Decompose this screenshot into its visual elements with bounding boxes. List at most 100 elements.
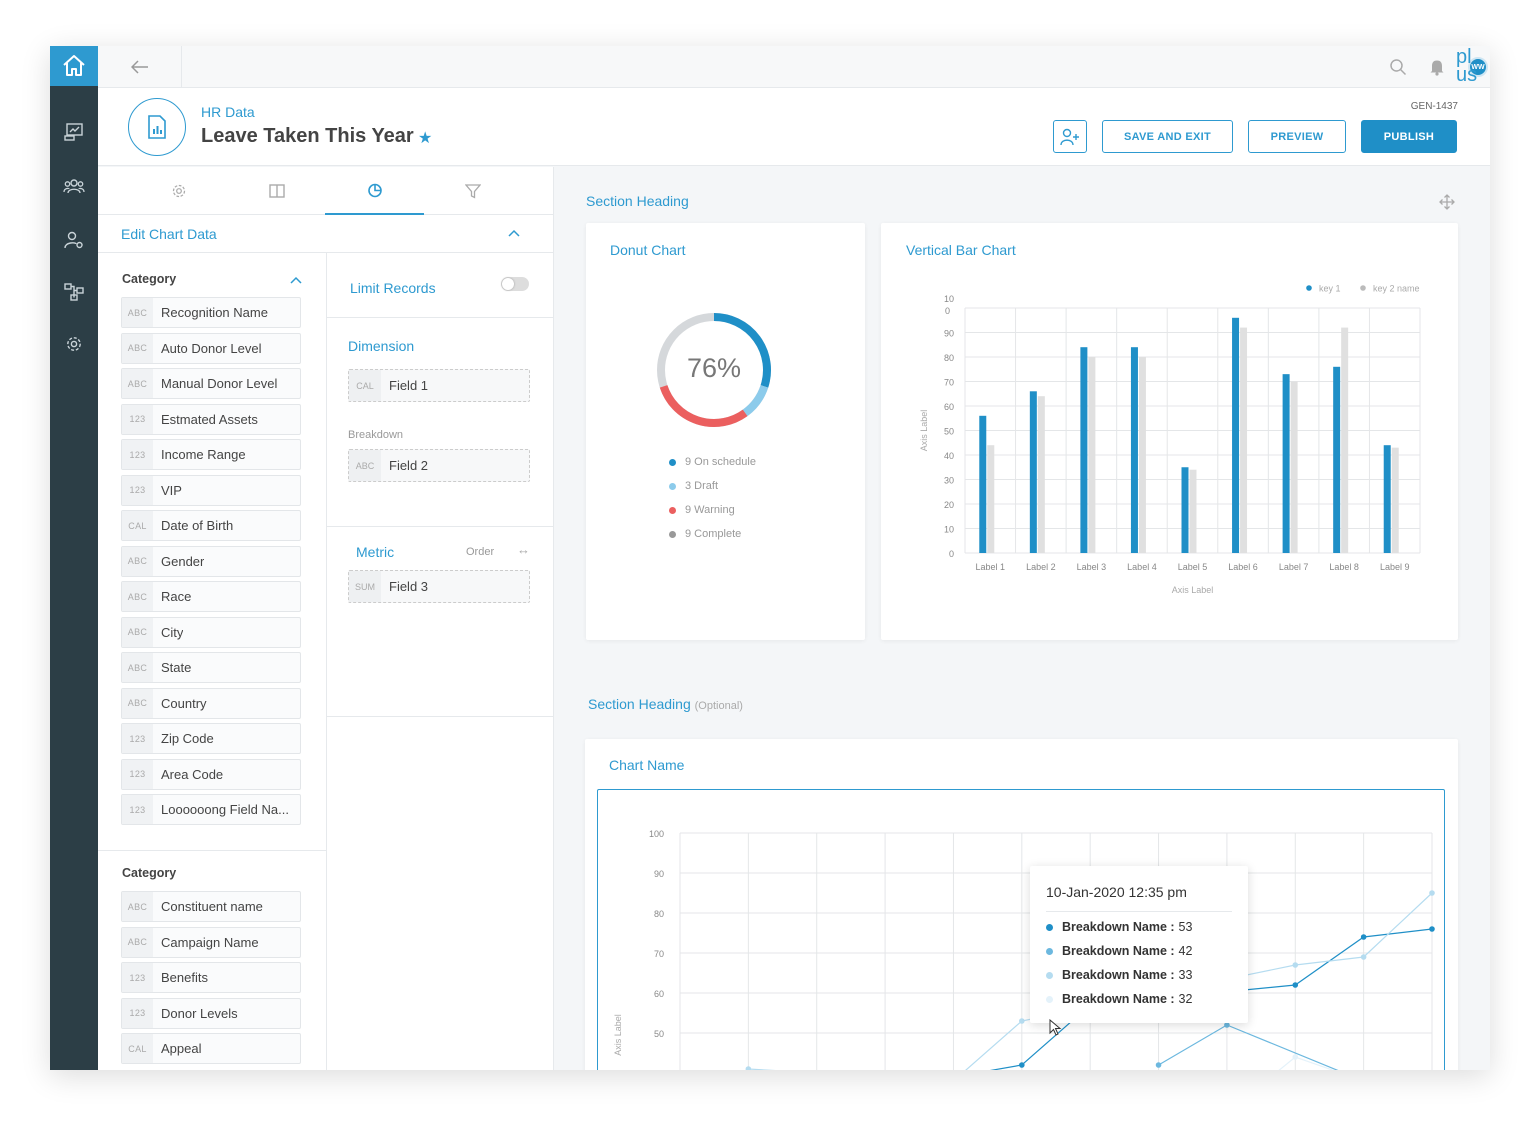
tooltip-label: Breakdown Name :: [1062, 920, 1175, 934]
line-point[interactable]: [1224, 1022, 1230, 1028]
bar-key2-7[interactable]: [1290, 381, 1298, 554]
category-field[interactable]: ABC Recognition Name: [121, 297, 301, 328]
user-settings-nav[interactable]: [62, 228, 86, 252]
category-field[interactable]: 123 Donor Levels: [121, 997, 301, 1029]
field-type-badge: ABC: [122, 369, 153, 398]
notifications-button[interactable]: [1425, 55, 1449, 79]
category-field[interactable]: 123 VIP: [121, 474, 301, 506]
home-button[interactable]: [50, 46, 98, 86]
category-field[interactable]: 123 Loooooong Field Na...: [121, 794, 301, 825]
category-field[interactable]: 123 Benefits: [121, 962, 301, 993]
line-point[interactable]: [1429, 890, 1435, 896]
line-series-2[interactable]: [1158, 1024, 1364, 1070]
y-tick-label: 50: [944, 427, 954, 437]
line-point[interactable]: [1292, 962, 1299, 968]
breakdown-dropzone[interactable]: ABC Field 2: [348, 449, 530, 482]
user-avatar[interactable]: WW: [1466, 55, 1490, 79]
tab-settings[interactable]: [129, 167, 228, 215]
field-name: Country: [161, 695, 207, 711]
tooltip-value: 42: [1178, 944, 1193, 958]
category-field[interactable]: ABC Campaign Name: [121, 926, 301, 958]
bar-key1-6[interactable]: [1232, 317, 1240, 553]
legend-dot: [1306, 285, 1312, 291]
settings-nav[interactable]: [62, 332, 86, 356]
category-field[interactable]: CAL Appeal: [121, 1033, 301, 1064]
save-and-exit-button[interactable]: SAVE AND EXIT: [1102, 120, 1233, 153]
metric-dropzone[interactable]: SUM Field 3: [348, 570, 530, 603]
field-type-badge: ABC: [122, 582, 153, 611]
donut-slice-on-schedule[interactable]: [713, 313, 771, 388]
dimension-metric-column: Limit Records Dimension CAL Field 1 Brea…: [327, 253, 554, 1070]
category-field[interactable]: 123 Estmated Assets: [121, 403, 301, 435]
bar-key1-5[interactable]: [1181, 467, 1189, 553]
divider: [327, 526, 554, 527]
category-field[interactable]: 123 Area Code: [121, 758, 301, 790]
category-field[interactable]: 123 Income Range: [121, 439, 301, 470]
tab-layout[interactable]: [227, 167, 326, 215]
category-field[interactable]: ABC Race: [121, 581, 301, 612]
line-point[interactable]: [1155, 1062, 1162, 1068]
reports-nav[interactable]: [62, 120, 86, 144]
tab-chart-data[interactable]: [325, 167, 424, 215]
hierarchy-nav[interactable]: [62, 280, 86, 304]
bar-key1-2[interactable]: [1029, 391, 1037, 553]
bar-key1-3[interactable]: [1080, 347, 1088, 553]
category-field[interactable]: ABC Constituent name: [121, 891, 301, 922]
edit-chart-data-header[interactable]: Edit Chart Data: [98, 215, 554, 253]
bar-key1-7[interactable]: [1282, 374, 1290, 553]
bar-key1-4[interactable]: [1130, 347, 1138, 553]
add-user-button[interactable]: [1053, 120, 1087, 153]
category-field[interactable]: 123 Zip Code: [121, 723, 301, 754]
bar-key2-4[interactable]: [1138, 357, 1146, 553]
line-point[interactable]: [1019, 1018, 1025, 1024]
line-point[interactable]: [1360, 954, 1367, 960]
donut-slice-warning[interactable]: [659, 385, 748, 427]
favorite-star-icon[interactable]: ★: [418, 130, 433, 147]
category-field[interactable]: ABC State: [121, 652, 301, 683]
move-handle-icon[interactable]: [1439, 194, 1455, 210]
bar-key2-2[interactable]: [1037, 396, 1045, 553]
limit-records-toggle[interactable]: [501, 277, 529, 291]
category-field[interactable]: ABC Country: [121, 687, 301, 719]
line-chart[interactable]: 50 60 70 80 90 100 Axis Label: [598, 790, 1444, 1070]
bar-key2-3[interactable]: [1088, 357, 1096, 553]
bar-key1-8[interactable]: [1333, 366, 1341, 553]
back-button[interactable]: [98, 46, 182, 88]
bar-key1-1[interactable]: [979, 415, 987, 553]
legend-dot: [669, 530, 676, 538]
chart-title: Vertical Bar Chart: [906, 242, 1016, 258]
swap-arrows-icon[interactable]: ↔: [517, 542, 530, 557]
bar-key2-8[interactable]: [1341, 327, 1349, 553]
line-point[interactable]: [1429, 926, 1435, 932]
line-point[interactable]: [1019, 1062, 1025, 1068]
bar-key1-9[interactable]: [1383, 445, 1391, 553]
line-point[interactable]: [1292, 1054, 1299, 1060]
line-point[interactable]: [1292, 982, 1299, 988]
donut-slice-draft[interactable]: [742, 384, 769, 417]
category-field[interactable]: ABC Manual Donor Level: [121, 368, 301, 399]
publish-button[interactable]: PUBLISH: [1361, 120, 1457, 153]
chevron-up-icon[interactable]: [508, 229, 520, 237]
category-field[interactable]: CAL Date of Birth: [121, 510, 301, 541]
preview-button[interactable]: PREVIEW: [1248, 120, 1346, 153]
bar-key2-6[interactable]: [1240, 327, 1248, 553]
bar-key2-1[interactable]: [987, 445, 995, 553]
legend-dot: [669, 458, 676, 466]
category-field[interactable]: ABC Gender: [121, 545, 301, 577]
category-field[interactable]: ABC City: [121, 616, 301, 648]
category-field[interactable]: ABC Auto Donor Level: [121, 332, 301, 364]
tab-filter[interactable]: [423, 167, 522, 215]
search-button[interactable]: [1386, 55, 1410, 79]
mouse-cursor-icon: [1049, 1019, 1062, 1036]
chevron-up-icon[interactable]: [290, 276, 302, 284]
bar-key2-5[interactable]: [1189, 469, 1197, 553]
line-chart-frame[interactable]: 50 60 70 80 90 100 Axis Label 10-Jan-2020 12:3…: [597, 789, 1445, 1070]
bar-key2-9[interactable]: [1391, 447, 1399, 553]
people-nav[interactable]: [62, 174, 86, 198]
line-point[interactable]: [745, 1066, 752, 1070]
dimension-dropzone[interactable]: CAL Field 1: [348, 369, 530, 402]
breadcrumb[interactable]: HR Data: [201, 104, 255, 120]
line-point[interactable]: [1360, 934, 1367, 940]
field-name: Income Range: [161, 447, 246, 462]
